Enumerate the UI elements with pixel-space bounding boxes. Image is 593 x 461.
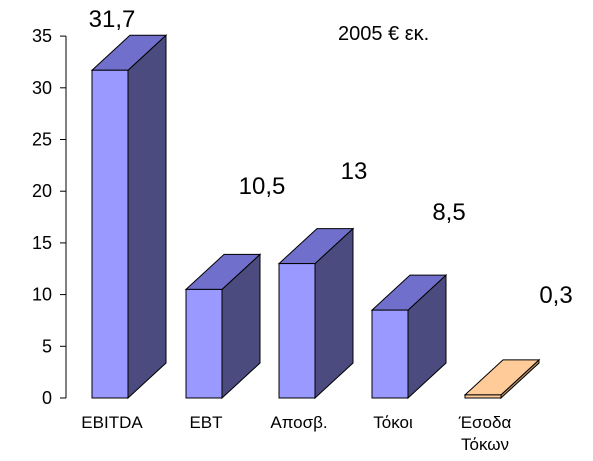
y-tick-label: 5 (42, 336, 52, 356)
bars (90, 34, 541, 400)
y-axis: 0 5 10 15 20 25 30 35 (32, 26, 67, 408)
y-tick-label: 25 (32, 130, 52, 150)
bar-front (185, 288, 223, 399)
data-labels: 31,7 10,5 13 8,5 0,3 (89, 6, 573, 309)
bar-top (463, 359, 541, 396)
bar-front (278, 263, 316, 399)
data-label: 8,5 (432, 199, 465, 226)
bar (370, 273, 448, 400)
bar-front (464, 394, 502, 399)
unit-annotation: 2005 € εκ. (338, 23, 429, 45)
y-tick-label: 15 (32, 233, 52, 253)
bar-front (91, 69, 129, 399)
data-label: 13 (341, 158, 368, 185)
category-label: Τόκοι (373, 413, 413, 432)
category-label: Αποσβ. (270, 413, 327, 432)
y-tick-label: 0 (42, 388, 52, 408)
category-label: EBT (189, 413, 222, 432)
bar (463, 358, 541, 400)
category-label: EBITDA (81, 413, 143, 432)
y-tick-label: 35 (32, 26, 52, 46)
bar (277, 227, 355, 400)
category-label: Έσοδα Τόκων (458, 413, 512, 454)
category-labels: EBITDA EBT Αποσβ. Τόκοι Έσοδα Τόκων (81, 413, 511, 454)
y-tick-label: 10 (32, 285, 52, 305)
bar-front (371, 309, 409, 399)
data-label: 31,7 (89, 6, 136, 33)
y-tick-label: 30 (32, 78, 52, 98)
y-tick-label: 20 (32, 181, 52, 201)
bar (90, 34, 168, 400)
bar-side (127, 34, 167, 400)
data-label: 0,3 (539, 282, 572, 309)
bar (184, 253, 262, 400)
data-label: 10,5 (239, 173, 286, 200)
